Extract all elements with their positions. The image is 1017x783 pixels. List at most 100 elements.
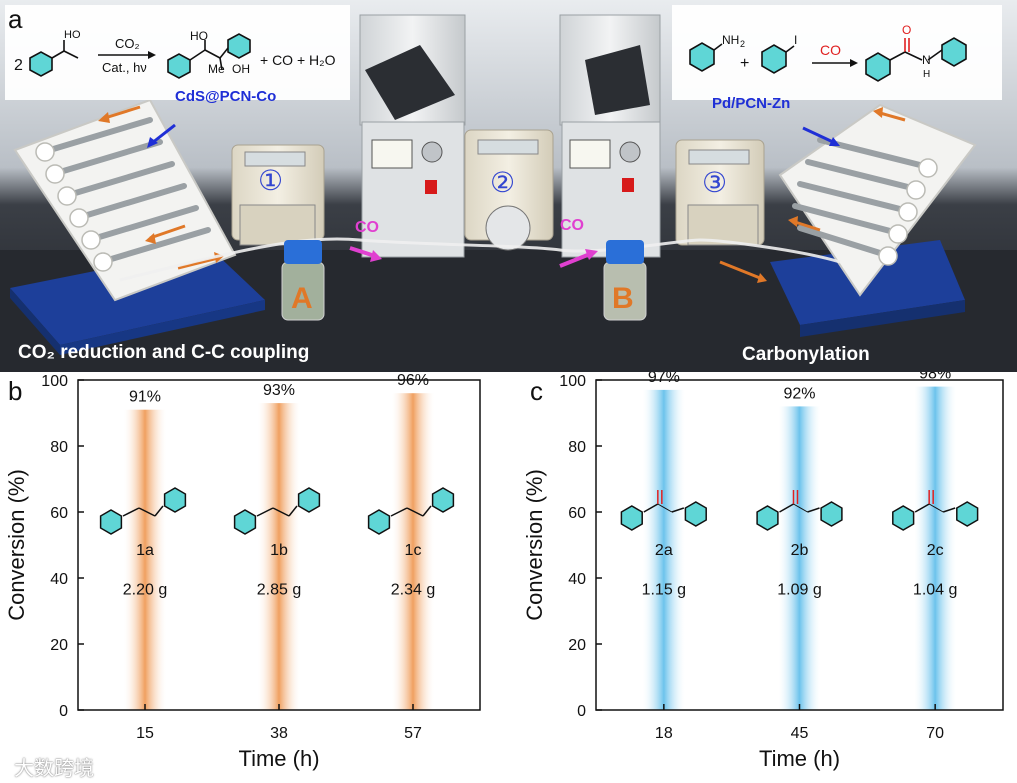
vessel-b-label: B [612,282,634,315]
pump-2 [464,129,554,251]
panel-b-letter: b [8,376,22,406]
compound-id: 1c [405,542,422,559]
x-tick-label: 15 [136,725,154,742]
structure-1a [99,487,187,535]
reaction1-conditions-bottom: Cat., hν [102,60,147,75]
reaction1-product-me: Me [208,62,225,76]
reaction1-product-structure [167,33,251,79]
bar-2b [778,406,821,710]
mass-label: 1.09 g [777,582,821,599]
chart-b-value-labels: 91% 93% 96% [129,372,429,406]
left-reactor-rack [13,98,237,302]
y-tick-label: 80 [50,439,68,456]
reaction1-side-products: + CO + H₂O [260,52,336,68]
chart-b-masses: 2.20 g 2.85 g 2.34 g [123,582,435,599]
value-label: 93% [263,382,295,399]
chart-b-compound-ids: 1a 1b 1c [136,542,421,559]
chart-c-x-axis-label: Time (h) [759,746,840,771]
compound-id: 1a [136,542,154,559]
pump-3 [675,139,765,246]
reaction1-arrow [98,51,156,59]
chart-c-x-ticks: 18 45 70 [655,704,944,742]
reaction1-hydroxyl-1: HO [64,29,81,41]
chart-b-x-ticks: 15 38 57 [136,704,422,742]
value-label: 96% [397,372,429,389]
y-tick-label: 20 [568,637,586,654]
reaction1-product-ho: HO [190,29,208,43]
chart-c-value-labels: 97% 92% 98% [648,372,951,402]
reaction2-plus: + [740,55,749,72]
pump-3-number: ③ [702,167,727,198]
x-tick-label: 45 [791,725,809,742]
chart-b-y-ticks: 0 20 40 60 80 100 [41,373,84,720]
co-label-left: CO [355,219,379,236]
panel-a-letter: a [8,4,23,34]
chart-b-bars [124,393,434,710]
pump-2-number: ② [490,167,515,198]
reaction2-nh2: NH [722,33,739,47]
value-label: 97% [648,372,680,386]
y-tick-label: 60 [50,505,68,522]
chart-b: b 0 20 40 60 80 100 15 38 57 91% 93% 96% 1a 1b 1c 2… [4,372,481,771]
reaction2-iodine: I [794,33,797,47]
reaction1-coefficient: 2 [14,57,23,74]
y-tick-label: 0 [577,703,586,720]
structure-2a [620,490,707,531]
reaction2-reagent-co: CO [820,42,841,58]
left-stage [10,248,265,355]
reaction2-product-structure [865,37,967,82]
mass-label: 2.34 g [391,582,435,599]
reaction2-iodobenzene-structure [761,44,795,74]
watermark: 大数跨境 [14,758,94,780]
reaction2-amide-n: N [922,53,931,67]
y-tick-label: 80 [568,439,586,456]
reaction2-carbonyl-o: O [902,23,911,37]
structure-1b [233,487,321,535]
mass-label: 1.04 g [913,582,957,599]
structure-2b [756,490,843,531]
reaction2-amide-h: H [923,69,930,80]
bar-2c [914,386,957,710]
structure-1c [367,487,455,535]
chart-c-compound-ids: 2a 2b 2c [655,542,944,559]
y-tick-label: 0 [59,703,68,720]
bar-1c [392,393,434,710]
pump-1-number: ① [258,165,283,196]
compound-id: 2c [927,542,944,559]
y-tick-label: 40 [50,571,68,588]
value-label: 92% [783,385,815,402]
chart-c-masses: 1.15 g 1.09 g 1.04 g [642,582,958,599]
co-label-right: CO [560,217,584,234]
compound-id: 1b [270,542,288,559]
compound-id: 2a [655,542,673,559]
caption-right: Carbonylation [742,344,870,365]
right-reactor-rack [719,103,977,297]
y-tick-label: 60 [568,505,586,522]
y-tick-label: 100 [41,373,68,390]
chart-b-structures [99,487,455,535]
catalyst-right-label: Pd/PCN-Zn [712,95,790,112]
chart-c: c 0 20 40 60 80 100 18 45 70 97% 92% 98% 2a 2b 2c 1… [522,372,1004,771]
catalyst-left-label: CdS@PCN-Co [175,88,276,105]
pump-1 [231,144,325,246]
mass-label: 2.85 g [257,582,301,599]
chart-c-y-ticks: 0 20 40 60 80 100 [559,373,602,720]
vessel-b [603,240,647,321]
value-label: 91% [129,389,161,406]
panel-c-letter: c [530,376,543,406]
panel-a-photo: a 2 CO₂ Cat., hν HO HO Me OH + CO + H₂O … [0,0,1017,372]
value-label: 98% [919,372,951,383]
reaction1-conditions-top: CO₂ [115,36,140,51]
vessel-a [281,240,325,321]
mass-label: 2.20 g [123,582,167,599]
y-tick-label: 40 [568,571,586,588]
bar-1a [124,409,166,710]
x-tick-label: 57 [404,725,422,742]
vessel-a-label: A [291,282,313,315]
y-tick-label: 20 [50,637,68,654]
caption-left: CO₂ reduction and C-C coupling [18,342,309,363]
x-tick-label: 70 [926,725,944,742]
power-supply-left [359,14,466,258]
compound-id: 2b [791,542,809,559]
bar-1b [258,403,300,710]
